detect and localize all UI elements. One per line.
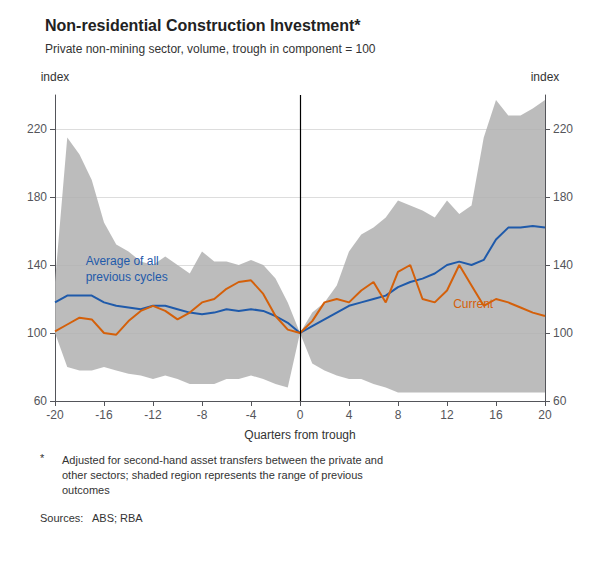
svg-text:140: 140 — [27, 258, 47, 272]
svg-text:0: 0 — [297, 408, 304, 422]
svg-text:outcomes: outcomes — [62, 484, 110, 496]
svg-text:Quarters from trough: Quarters from trough — [244, 428, 355, 442]
svg-text:previous cycles: previous cycles — [86, 270, 168, 284]
svg-text:140: 140 — [553, 258, 573, 272]
svg-text:Average of all: Average of all — [86, 254, 159, 268]
svg-text:Sources: ABS; RBA: Sources: ABS; RBA — [40, 512, 143, 524]
svg-text:index: index — [531, 70, 560, 84]
svg-text:Non-residential Construction I: Non-residential Construction Investment* — [45, 17, 361, 34]
svg-text:-4: -4 — [246, 408, 257, 422]
svg-text:-20: -20 — [46, 408, 64, 422]
svg-text:-16: -16 — [95, 408, 113, 422]
svg-text:220: 220 — [27, 122, 47, 136]
svg-text:12: 12 — [440, 408, 454, 422]
svg-text:Adjusted for second-hand asset: Adjusted for second-hand asset transfers… — [62, 454, 383, 466]
svg-text:100: 100 — [27, 326, 47, 340]
svg-text:4: 4 — [346, 408, 353, 422]
svg-text:Current: Current — [453, 297, 494, 311]
svg-text:Private non-mining sector, vol: Private non-mining sector, volume, troug… — [45, 42, 376, 56]
svg-text:100: 100 — [553, 326, 573, 340]
svg-text:index: index — [41, 70, 70, 84]
svg-text:16: 16 — [489, 408, 503, 422]
svg-text:other sectors; shaded region r: other sectors; shaded region represents … — [62, 469, 363, 481]
svg-text:-12: -12 — [144, 408, 162, 422]
svg-text:-8: -8 — [197, 408, 208, 422]
svg-text:*: * — [40, 452, 45, 464]
svg-text:220: 220 — [553, 122, 573, 136]
svg-text:60: 60 — [34, 394, 48, 408]
svg-text:20: 20 — [538, 408, 552, 422]
svg-text:180: 180 — [27, 190, 47, 204]
svg-text:60: 60 — [553, 394, 567, 408]
svg-text:8: 8 — [395, 408, 402, 422]
svg-text:180: 180 — [553, 190, 573, 204]
